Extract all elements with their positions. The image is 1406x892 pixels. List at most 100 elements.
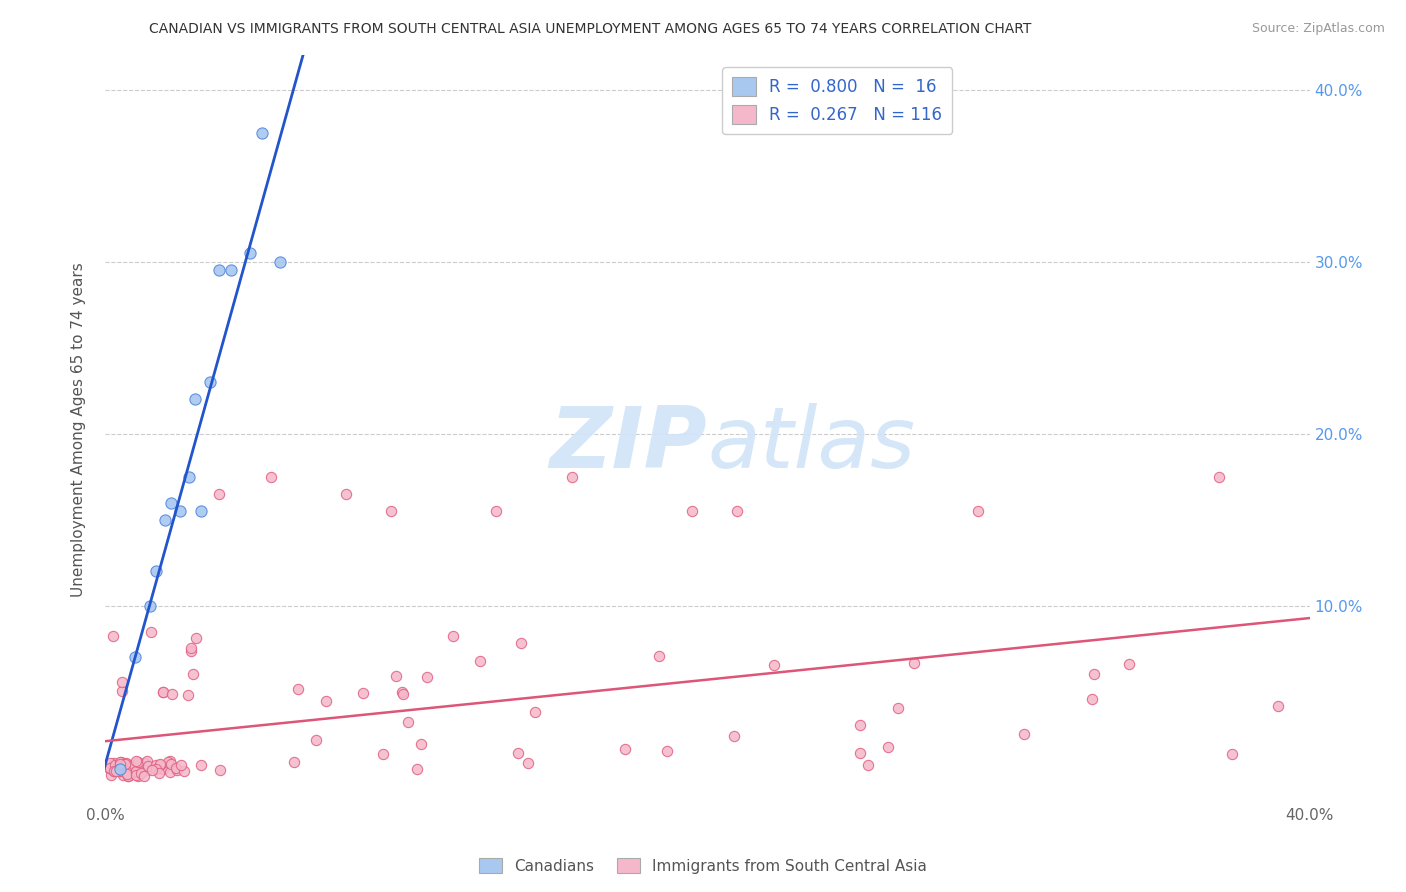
Point xyxy=(848,747,870,761)
Point xyxy=(614,742,637,756)
Point xyxy=(470,653,492,667)
Point xyxy=(134,756,156,770)
Point xyxy=(108,756,131,770)
Point xyxy=(516,756,538,771)
Point xyxy=(110,764,132,778)
Point xyxy=(849,718,872,732)
Point xyxy=(111,764,134,778)
Point xyxy=(208,487,231,501)
Point xyxy=(101,629,124,643)
Point xyxy=(103,756,125,771)
Point xyxy=(160,756,183,771)
Point xyxy=(1118,657,1140,672)
Legend: Canadians, Immigrants from South Central Asia: Canadians, Immigrants from South Central… xyxy=(472,852,934,880)
Point xyxy=(145,757,167,772)
Point xyxy=(876,739,898,754)
Point xyxy=(179,469,201,483)
Point xyxy=(903,656,925,670)
Point xyxy=(121,759,143,773)
Point xyxy=(148,766,170,780)
Point xyxy=(114,762,136,776)
Point xyxy=(287,681,309,696)
Point xyxy=(221,263,243,277)
Point xyxy=(100,767,122,781)
Point xyxy=(104,764,127,779)
Point xyxy=(139,624,162,639)
Point xyxy=(380,504,402,518)
Point xyxy=(110,763,132,777)
Point xyxy=(98,756,121,770)
Point xyxy=(1208,469,1230,483)
Point xyxy=(176,688,198,702)
Point xyxy=(183,666,205,681)
Point xyxy=(112,767,135,781)
Point xyxy=(127,755,149,769)
Point xyxy=(117,769,139,783)
Point xyxy=(1081,691,1104,706)
Point xyxy=(159,765,181,780)
Point xyxy=(353,686,375,700)
Point xyxy=(200,375,222,389)
Point xyxy=(169,504,191,518)
Point xyxy=(104,757,127,772)
Legend: R =  0.800   N =  16, R =  0.267   N = 116: R = 0.800 N = 16, R = 0.267 N = 116 xyxy=(723,67,952,134)
Point xyxy=(335,487,357,501)
Point xyxy=(180,641,202,656)
Point xyxy=(180,644,202,658)
Point xyxy=(129,766,152,780)
Point xyxy=(173,764,195,779)
Point xyxy=(506,746,529,760)
Point xyxy=(125,754,148,768)
Point xyxy=(152,685,174,699)
Point xyxy=(160,687,183,701)
Point xyxy=(250,126,273,140)
Point xyxy=(124,764,146,779)
Point xyxy=(184,631,207,645)
Point xyxy=(145,565,167,579)
Point xyxy=(128,761,150,775)
Point xyxy=(238,246,260,260)
Point xyxy=(115,756,138,771)
Point xyxy=(112,758,135,772)
Point xyxy=(118,767,141,781)
Point xyxy=(110,674,132,689)
Point xyxy=(125,768,148,782)
Point xyxy=(485,504,508,518)
Point xyxy=(1012,727,1035,741)
Point xyxy=(149,757,172,772)
Point xyxy=(152,685,174,699)
Text: CANADIAN VS IMMIGRANTS FROM SOUTH CENTRAL ASIA UNEMPLOYMENT AMONG AGES 65 TO 74 : CANADIAN VS IMMIGRANTS FROM SOUTH CENTRA… xyxy=(149,22,1032,37)
Point xyxy=(208,263,231,277)
Point xyxy=(165,761,187,775)
Point xyxy=(108,762,131,776)
Point xyxy=(441,629,464,643)
Point xyxy=(114,756,136,771)
Point xyxy=(723,729,745,743)
Point xyxy=(190,758,212,772)
Y-axis label: Unemployment Among Ages 65 to 74 years: Unemployment Among Ages 65 to 74 years xyxy=(72,262,86,597)
Point xyxy=(138,758,160,772)
Point xyxy=(657,744,679,758)
Text: Source: ZipAtlas.com: Source: ZipAtlas.com xyxy=(1251,22,1385,36)
Text: ZIP: ZIP xyxy=(550,403,707,486)
Point xyxy=(1267,698,1289,713)
Point xyxy=(110,756,132,770)
Point xyxy=(269,254,291,268)
Point xyxy=(856,758,879,772)
Point xyxy=(283,755,305,769)
Point xyxy=(98,761,121,775)
Point xyxy=(409,738,432,752)
Point xyxy=(136,754,159,768)
Text: atlas: atlas xyxy=(707,403,915,486)
Point xyxy=(1083,667,1105,681)
Point xyxy=(114,757,136,772)
Point xyxy=(391,687,413,701)
Point xyxy=(648,648,671,663)
Point xyxy=(156,755,179,769)
Point xyxy=(98,761,121,775)
Point xyxy=(103,764,125,779)
Point xyxy=(139,599,162,613)
Point xyxy=(132,769,155,783)
Point xyxy=(115,767,138,781)
Point xyxy=(384,668,406,682)
